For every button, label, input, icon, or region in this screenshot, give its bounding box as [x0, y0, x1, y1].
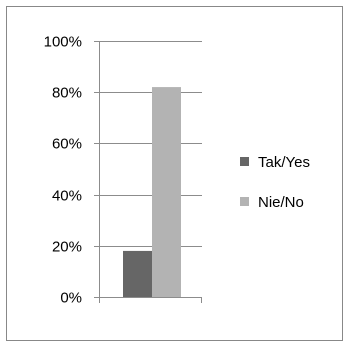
y-tick-label: 60% — [52, 136, 82, 153]
legend-label: Tak/Yes — [258, 154, 310, 171]
legend: Tak/Yes Nie/No — [240, 154, 310, 211]
legend-label: Nie/No — [258, 194, 304, 211]
axes — [94, 41, 202, 303]
gridlines — [99, 41, 202, 247]
legend-swatch — [240, 197, 249, 206]
bar-nie-no — [152, 87, 181, 297]
y-tick-label: 0% — [60, 290, 82, 307]
y-tick-label: 80% — [52, 85, 82, 102]
bar-tak-yes — [123, 250, 152, 297]
legend-swatch — [240, 157, 249, 166]
bars — [123, 87, 181, 297]
y-tick-label: 40% — [52, 188, 82, 205]
y-tick-label: 100% — [44, 34, 82, 51]
y-tick-label: 20% — [52, 239, 82, 256]
y-tick-labels: 0% 20% 40% 60% 80% 100% — [44, 34, 82, 307]
